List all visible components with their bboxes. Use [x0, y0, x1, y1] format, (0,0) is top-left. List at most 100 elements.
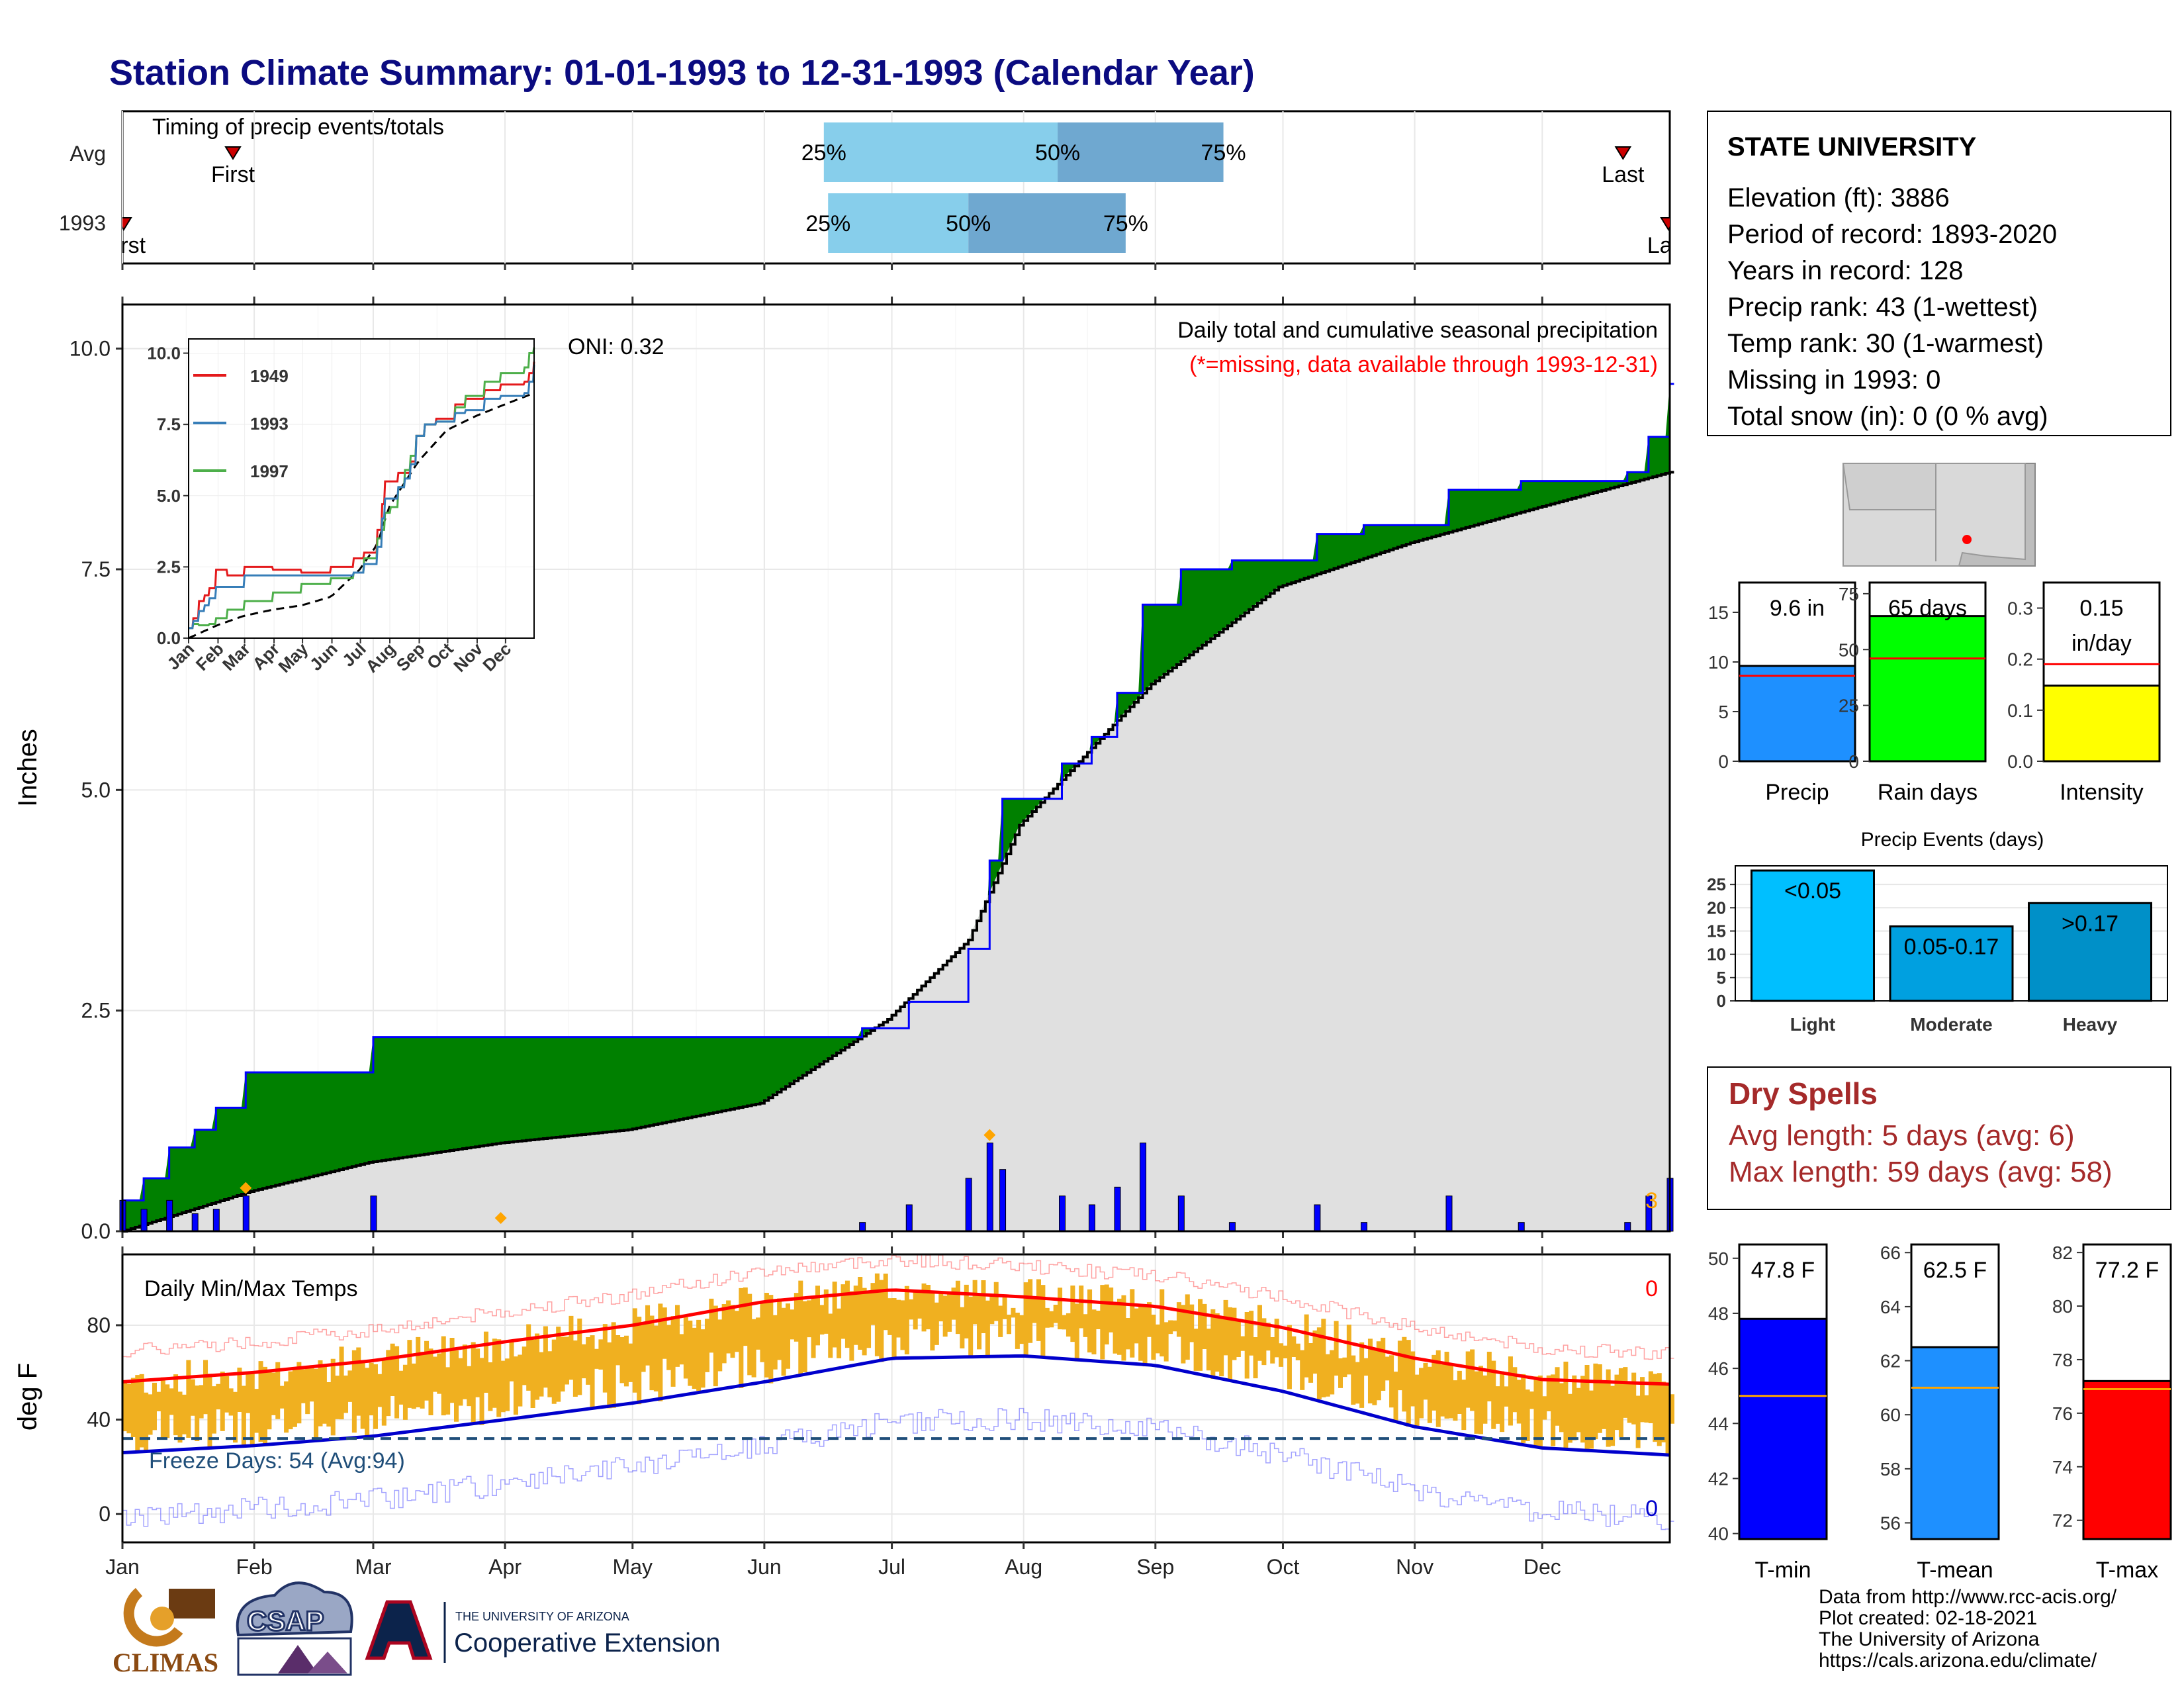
temp-y-tick: 80: [87, 1313, 111, 1337]
daily-precip-bar: [370, 1196, 377, 1232]
daily-precip-bar: [1088, 1204, 1095, 1232]
temp-bar-tick: 80: [2052, 1296, 2073, 1317]
inset-x-tick: Sep: [392, 639, 429, 675]
timing-bar-lower-Avg: [823, 122, 1058, 182]
month-tick-label: Jul: [878, 1555, 905, 1579]
observed-cumulative-line: [122, 383, 1674, 1201]
daily-precip-bar: [1314, 1204, 1321, 1232]
precip-events-category: Light: [1790, 1014, 1835, 1035]
inset-frame: [188, 338, 535, 639]
timing-bar-upper-Avg: [1058, 122, 1224, 182]
month-tick-label: Aug: [1005, 1555, 1042, 1579]
timing-first-marker: [224, 146, 242, 160]
precip-y-tick: 0.0: [81, 1219, 111, 1243]
ua-small-text: THE UNIVERSITY OF ARIZONA: [455, 1610, 629, 1623]
mini-bar-Rain days: [1868, 615, 1987, 763]
precip-events-tick: 20: [1707, 898, 1726, 917]
temp-bar-tick: 50: [1708, 1248, 1729, 1269]
mini-bar-Intensity: [2042, 684, 2161, 763]
max-event-marker: [240, 1182, 252, 1194]
station-info-line: Temp rank: 30 (1-warmest): [1727, 329, 2044, 358]
inset-x-tick: Jun: [306, 639, 341, 675]
daily-precip-bar: [965, 1178, 972, 1232]
daily-temp-bars: [122, 1273, 1675, 1454]
precip-y-tick: 10.0: [69, 337, 111, 361]
temp-bar-value: 47.8 F: [1751, 1258, 1815, 1283]
precip-events-category: Moderate: [1910, 1014, 1992, 1035]
temperature-label: Daily Min/Max Temps: [144, 1276, 357, 1301]
station-info-line: Total snow (in): 0 (0 % avg): [1727, 402, 2048, 431]
mini-bar-tick: 0: [1718, 751, 1729, 772]
footer-line: Plot created: 02-18-2021: [1819, 1607, 2037, 1629]
mini-bar-tick: 25: [1839, 696, 1859, 716]
inset-legend-label: 1997: [250, 461, 289, 481]
temp-bar-T-min: [1738, 1317, 1828, 1540]
mini-bar-Precip: [1738, 665, 1856, 763]
daily-precip-bar: [1445, 1196, 1453, 1232]
temp-bar-tick: 56: [1880, 1513, 1901, 1534]
daily-precip-bar: [242, 1196, 250, 1232]
inset-y-tick: 5.0: [157, 486, 181, 506]
temp-bar-value: 62.5 F: [1923, 1258, 1987, 1283]
precip-events-tick: 5: [1717, 968, 1726, 988]
timing-label: Timing of precip events/totals: [152, 115, 444, 140]
temp-bar-label: T-mean: [1917, 1558, 1993, 1583]
precip-y-tick: 2.5: [81, 999, 111, 1023]
timing-first-label: First: [211, 162, 255, 187]
timing-first-label: First: [102, 233, 146, 258]
timing-last-label: Last: [1602, 162, 1645, 187]
timing-last-label: Last: [1647, 233, 1690, 258]
precip-annotation-sub: (*=missing, data available through 1993-…: [1189, 352, 1658, 377]
mini-bar-value-unit: in/day: [2071, 631, 2132, 656]
mini-bar-tick: 0.2: [2007, 649, 2033, 670]
normal-area: [122, 472, 1670, 1232]
timing-p75-label: 75%: [1201, 140, 1246, 165]
temp-bar-tick: 74: [2052, 1457, 2073, 1477]
footer-line: https://cals.arizona.edu/climate/: [1819, 1650, 2097, 1671]
precip-panel-frame: [121, 303, 1671, 1233]
inset-x-tick: Dec: [478, 639, 515, 675]
month-tick-label: Apr: [488, 1555, 522, 1579]
location-map: [1842, 463, 2036, 567]
temp-count-bottom: 0: [1645, 1496, 1658, 1521]
max-event-marker: [983, 1129, 996, 1141]
month-tick-label: Sep: [1136, 1555, 1174, 1579]
dry-spells-title: Dry Spells: [1729, 1076, 1878, 1111]
month-tick-label: Oct: [1267, 1555, 1300, 1579]
daily-precip-bar: [191, 1213, 199, 1232]
temp-bar-tick: 60: [1880, 1405, 1901, 1425]
precip-y-axis-label: Inches: [13, 729, 42, 807]
daily-precip-bar: [1228, 1222, 1236, 1232]
daily-precip-bar: [1140, 1143, 1147, 1232]
inset-y-tick: 7.5: [157, 414, 181, 434]
mini-bar-tick: 10: [1708, 652, 1729, 673]
temp-bar-tick: 64: [1880, 1297, 1901, 1317]
station-info-box: STATE UNIVERSITY Elevation (ft): 3886 Per…: [1707, 111, 2171, 436]
record-max-line: [122, 1254, 1674, 1360]
dry-spells-avg: Avg length: 5 days (avg: 6): [1729, 1119, 2075, 1152]
timing-first-marker: [122, 217, 132, 231]
daily-precip-bar: [905, 1204, 913, 1232]
precip-events-chart: Precip Events (days) 0 5 10 15 20 25 <0.05 Light…: [1707, 829, 2168, 1035]
climas-logo: CLIMAS: [113, 1587, 218, 1677]
page-title: Station Climate Summary: 01-01-1993 to 1…: [109, 53, 1255, 93]
station-info-line: Missing in 1993: 0: [1727, 365, 1940, 395]
daily-precip-bar: [999, 1169, 1007, 1232]
temp-bar-tick: 62: [1880, 1351, 1901, 1372]
timing-p75-label: 75%: [1103, 211, 1148, 236]
precip-events-bar-label: 0.05-0.17: [1904, 934, 1999, 959]
inset-x-tick: Aug: [361, 639, 399, 677]
inset-x-tick: Nov: [449, 639, 486, 676]
daily-precip-bar: [140, 1209, 148, 1232]
max-event-marker: [494, 1212, 507, 1224]
mini-bar-tick: 0.1: [2007, 700, 2033, 721]
temp-bar-tick: 58: [1880, 1459, 1901, 1479]
temp-bar-value: 77.2 F: [2095, 1258, 2159, 1283]
dry-spells-box: Dry Spells Avg length: 5 days (avg: 6) M…: [1707, 1066, 2171, 1210]
footer-line: Data from http://www.rcc-acis.org/: [1819, 1586, 2117, 1608]
temperature-summary-bars: 40 42 44 46 48 50 47.8 F T-min 56 58 60 62 64 66 62.5 …: [1708, 1243, 2172, 1583]
inset-y-tick: 0.0: [157, 628, 181, 648]
timing-bar-lower-1993: [828, 193, 969, 253]
mini-bar-label: Rain days: [1878, 780, 1978, 805]
